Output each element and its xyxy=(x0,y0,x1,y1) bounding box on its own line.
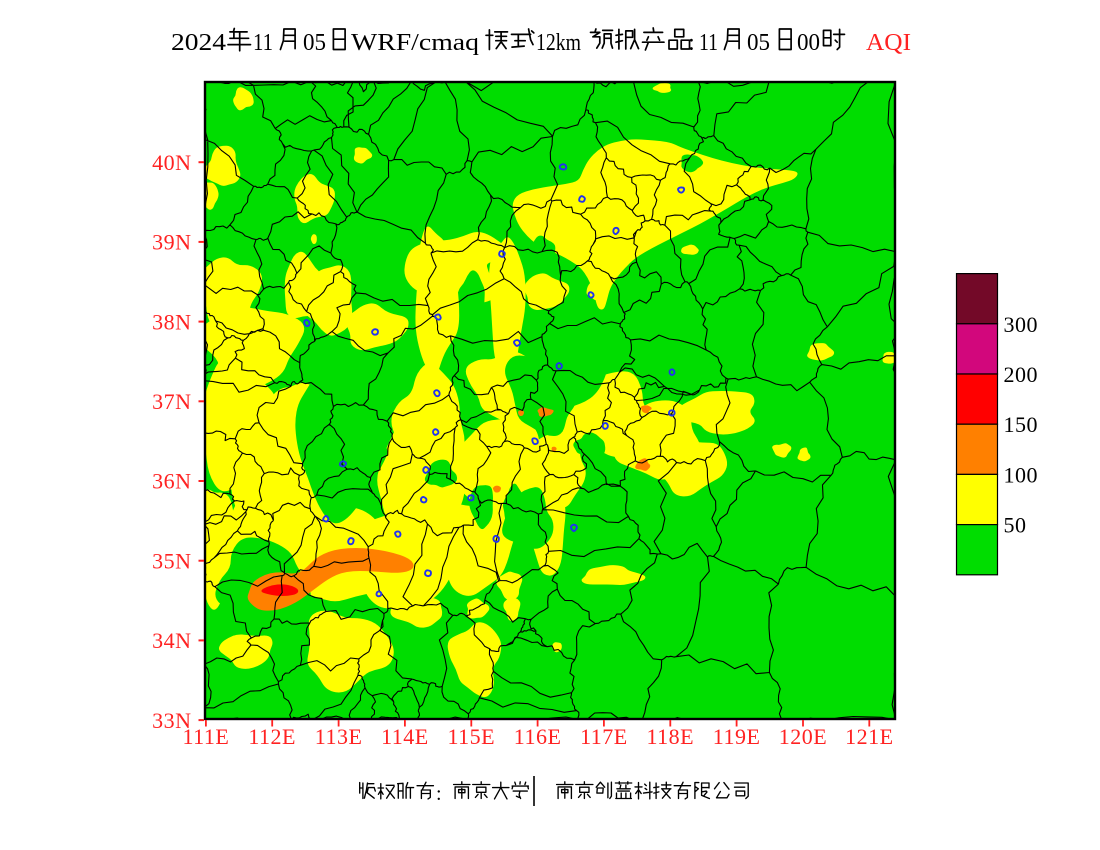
svg-text:111E: 111E xyxy=(182,724,229,749)
svg-text:112E: 112E xyxy=(248,724,296,749)
svg-text:12km: 12km xyxy=(536,29,581,56)
svg-text:117E: 117E xyxy=(580,724,628,749)
svg-text:35N: 35N xyxy=(152,548,191,573)
svg-text:05: 05 xyxy=(303,29,326,56)
svg-text:AQI: AQI xyxy=(866,29,911,56)
svg-text:115E: 115E xyxy=(447,724,495,749)
svg-text:11: 11 xyxy=(699,29,718,56)
svg-text:50: 50 xyxy=(1004,513,1027,538)
svg-text:119E: 119E xyxy=(713,724,761,749)
svg-text:114E: 114E xyxy=(381,724,429,749)
svg-text:05: 05 xyxy=(747,29,770,56)
svg-text:121E: 121E xyxy=(845,724,893,749)
svg-text:00: 00 xyxy=(797,29,820,56)
svg-text:100: 100 xyxy=(1004,462,1039,487)
svg-text:116E: 116E xyxy=(514,724,562,749)
svg-text:11: 11 xyxy=(253,29,273,56)
svg-text:200: 200 xyxy=(1004,362,1039,387)
svg-text:150: 150 xyxy=(1004,412,1039,437)
svg-text:33N: 33N xyxy=(152,708,191,733)
svg-text::: : xyxy=(688,29,695,56)
svg-text:300: 300 xyxy=(1004,312,1039,337)
svg-text:WRF/cmaq: WRF/cmaq xyxy=(351,29,479,56)
svg-text:39N: 39N xyxy=(152,230,191,255)
svg-text:34N: 34N xyxy=(152,628,191,653)
svg-text:38N: 38N xyxy=(152,309,191,334)
svg-text:2024: 2024 xyxy=(171,29,226,56)
svg-text:113E: 113E xyxy=(315,724,363,749)
svg-text:36N: 36N xyxy=(152,469,191,494)
svg-text:40N: 40N xyxy=(152,150,191,175)
svg-text:37N: 37N xyxy=(152,389,191,414)
svg-text:118E: 118E xyxy=(646,724,694,749)
svg-text::: : xyxy=(436,783,442,805)
svg-text:120E: 120E xyxy=(779,724,827,749)
